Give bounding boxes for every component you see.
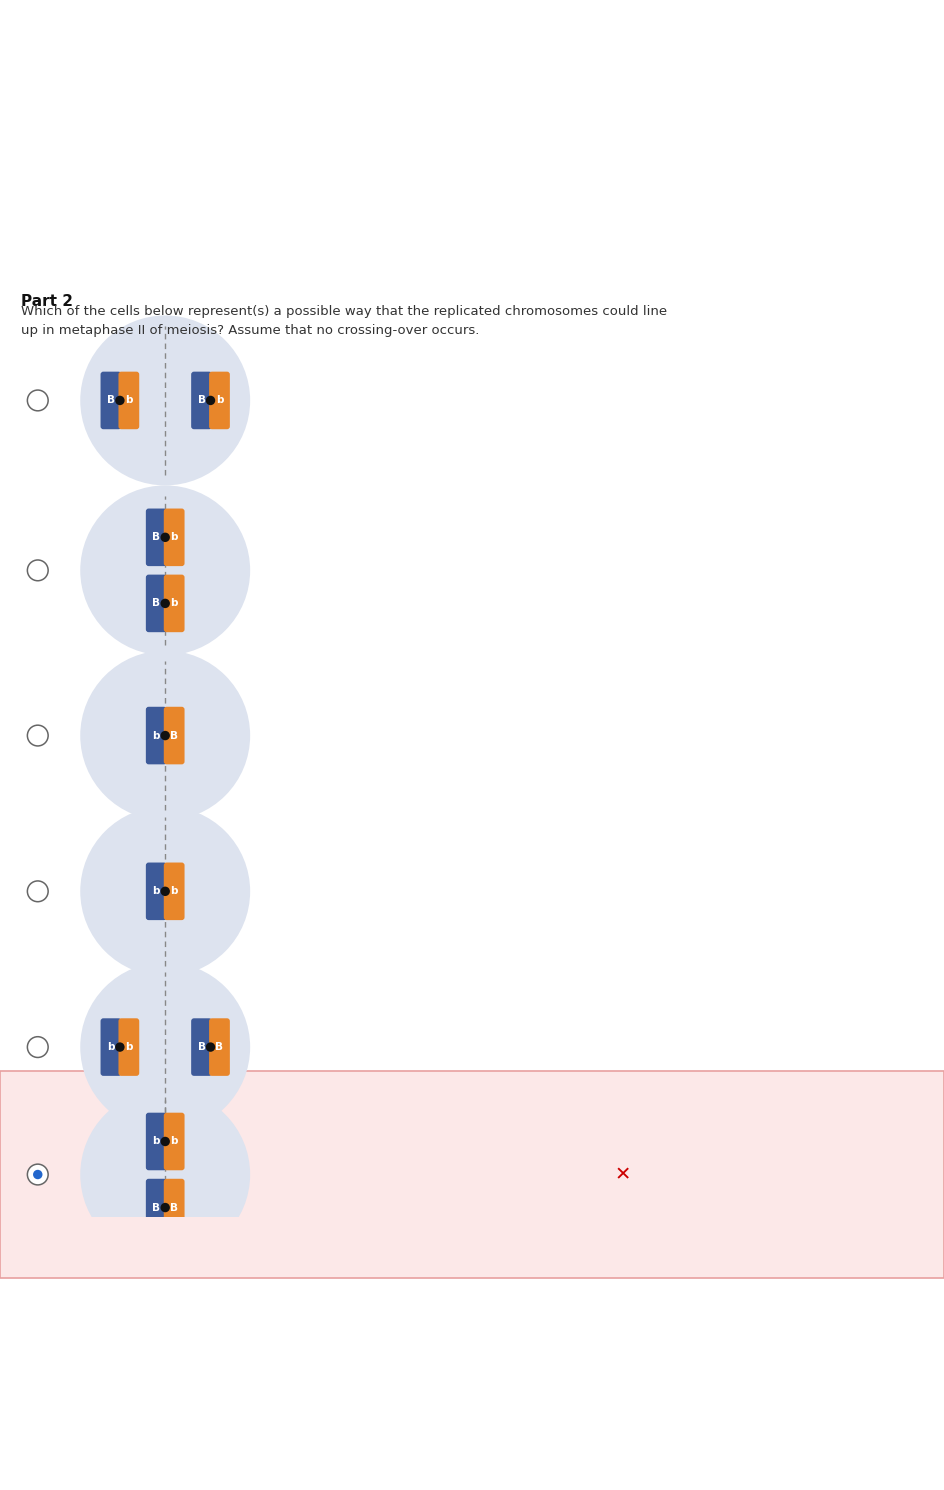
Circle shape [80,1089,250,1259]
FancyBboxPatch shape [119,1018,140,1076]
FancyBboxPatch shape [164,706,184,764]
Circle shape [160,730,170,741]
FancyBboxPatch shape [145,706,166,764]
Circle shape [33,1170,42,1179]
FancyBboxPatch shape [100,1018,121,1076]
FancyBboxPatch shape [209,1018,229,1076]
Circle shape [80,316,250,486]
FancyBboxPatch shape [164,1179,184,1237]
FancyBboxPatch shape [145,1179,166,1237]
Text: Part 2: Part 2 [21,294,73,308]
Text: ✕: ✕ [615,1165,632,1185]
Circle shape [27,390,48,411]
Circle shape [206,396,215,405]
FancyBboxPatch shape [119,371,140,429]
Text: B: B [152,599,160,608]
Text: b: b [171,1137,177,1146]
Circle shape [80,806,250,976]
Text: B: B [170,1202,178,1213]
Circle shape [160,1202,170,1213]
FancyBboxPatch shape [164,1113,184,1170]
Circle shape [160,599,170,608]
Circle shape [206,1043,215,1052]
FancyBboxPatch shape [164,863,184,921]
FancyBboxPatch shape [164,508,184,566]
FancyBboxPatch shape [145,575,166,632]
FancyBboxPatch shape [100,371,121,429]
Circle shape [27,881,48,901]
Circle shape [27,726,48,746]
Circle shape [160,887,170,895]
Text: b: b [171,599,177,608]
FancyBboxPatch shape [209,371,229,429]
Circle shape [27,1037,48,1058]
Circle shape [115,1043,125,1052]
Circle shape [160,1137,170,1146]
Text: B: B [197,1042,206,1052]
FancyBboxPatch shape [164,575,184,632]
Text: b: b [153,887,160,897]
Text: b: b [216,395,223,405]
FancyBboxPatch shape [191,371,211,429]
Text: B: B [107,395,115,405]
FancyBboxPatch shape [0,1071,944,1278]
FancyBboxPatch shape [145,508,166,566]
Text: B: B [215,1042,224,1052]
FancyBboxPatch shape [145,863,166,921]
FancyBboxPatch shape [145,1113,166,1170]
Text: b: b [108,1042,114,1052]
Circle shape [27,560,48,581]
Text: b: b [171,532,177,542]
Text: b: b [171,887,177,897]
Text: B: B [152,532,160,542]
Text: Which of the cells below represent(s) a possible way that the replicated chromos: Which of the cells below represent(s) a … [21,305,666,337]
Text: b: b [126,395,132,405]
Circle shape [80,963,250,1132]
Text: B: B [197,395,206,405]
Text: b: b [153,1137,160,1146]
Circle shape [80,651,250,821]
Circle shape [27,1164,48,1185]
Text: b: b [153,730,160,741]
Circle shape [80,486,250,656]
Circle shape [115,396,125,405]
Text: b: b [126,1042,132,1052]
Text: B: B [170,730,178,741]
Circle shape [160,532,170,542]
Text: B: B [152,1202,160,1213]
FancyBboxPatch shape [191,1018,211,1076]
